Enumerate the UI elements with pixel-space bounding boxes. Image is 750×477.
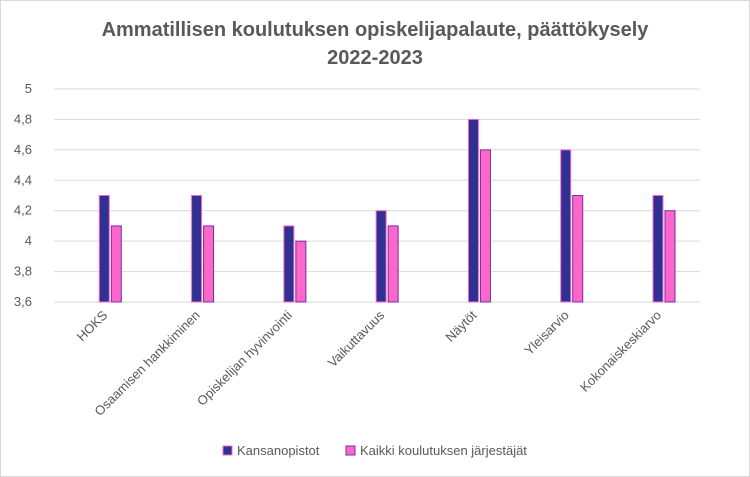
bar-kaikki-2	[295, 240, 307, 303]
bar-kansanopistot-4	[467, 118, 479, 303]
legend-swatch-kansanopistot	[222, 445, 233, 456]
legend: Kansanopistot Kaikki koulutuksen järjest…	[222, 443, 527, 458]
bar-kaikki-6	[664, 210, 676, 303]
bar-kansanopistot-5	[560, 149, 572, 303]
bars	[98, 118, 676, 303]
bar-kaikki-4	[479, 149, 491, 303]
y-tick-label: 3,6	[14, 294, 32, 309]
y-tick-label: 4,8	[14, 111, 32, 126]
y-tick-label: 5	[25, 81, 32, 96]
bar-kansanopistot-2	[283, 225, 295, 303]
bar-kaikki-3	[387, 225, 399, 303]
y-tick-label: 4,6	[14, 142, 32, 157]
bar-kansanopistot-6	[652, 195, 664, 303]
chart-title-line-1: Ammatillisen koulutuksen opiskelijapalau…	[102, 19, 650, 41]
bar-kaikki-0	[110, 225, 122, 303]
legend-label-kansanopistot: Kansanopistot	[237, 443, 320, 458]
y-tick-label: 4,2	[14, 203, 32, 218]
legend-label-kaikki: Kaikki koulutuksen järjestäjät	[360, 443, 527, 458]
gridlines	[54, 88, 700, 303]
y-axis-ticks: 3,6 3,8 4 4,2 4,4 4,6 4,8 5	[14, 81, 32, 309]
bar-kansanopistot-1	[191, 195, 203, 303]
legend-swatch-kaikki	[345, 445, 356, 456]
y-tick-label: 4,4	[14, 172, 32, 187]
y-tick-label: 4	[25, 233, 32, 248]
bar-kaikki-5	[572, 195, 584, 303]
y-tick-label: 3,8	[14, 264, 32, 279]
bar-kansanopistot-3	[375, 210, 387, 303]
bar-kaikki-1	[203, 225, 215, 303]
bar-kansanopistot-0	[98, 195, 110, 303]
chart-title-line-2: 2022-2023	[327, 47, 423, 69]
